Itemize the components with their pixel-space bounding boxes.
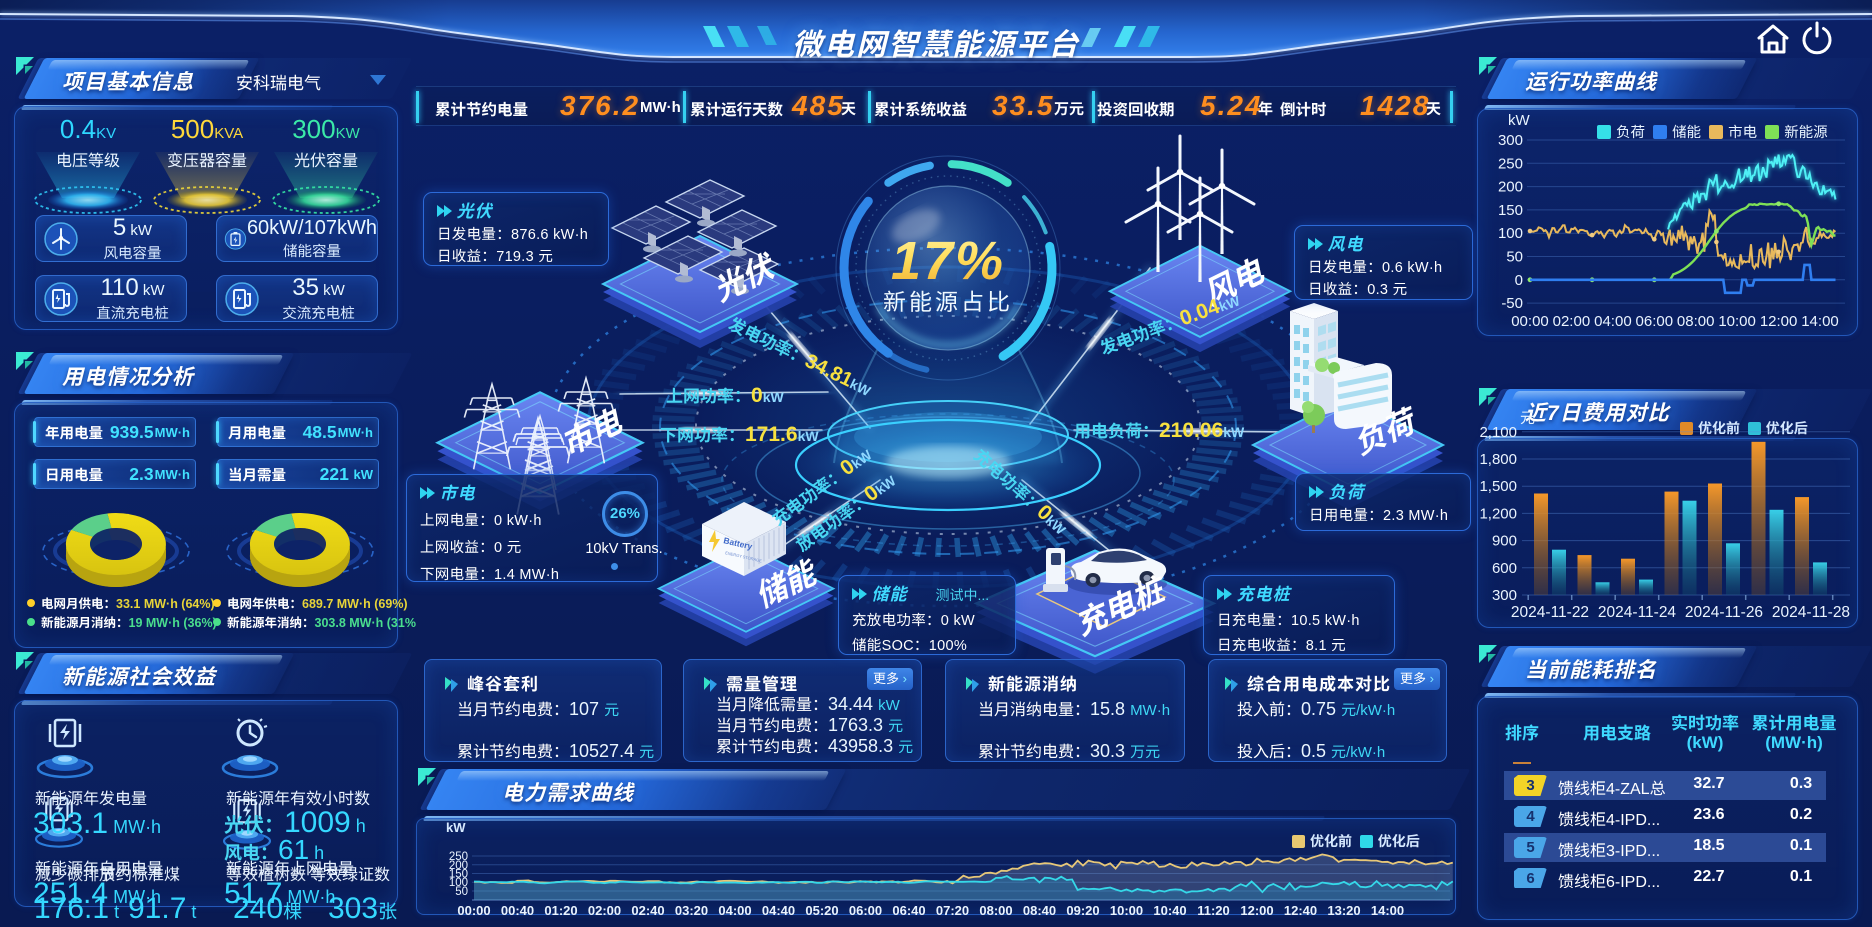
svg-text:100: 100 xyxy=(1498,225,1523,242)
svg-text:2024-11-26: 2024-11-26 xyxy=(1685,604,1763,621)
svg-text:08:40: 08:40 xyxy=(1023,903,1056,918)
svg-text:09:20: 09:20 xyxy=(1066,903,1099,918)
svg-text:13:20: 13:20 xyxy=(1327,903,1360,918)
svg-text:50: 50 xyxy=(455,886,468,898)
svg-text:200: 200 xyxy=(1498,179,1523,196)
svg-text:12:00: 12:00 xyxy=(1760,313,1798,330)
svg-text:04:40: 04:40 xyxy=(762,903,795,918)
svg-text:250: 250 xyxy=(449,851,468,863)
svg-text:04:00: 04:00 xyxy=(718,903,751,918)
svg-text:06:40: 06:40 xyxy=(892,903,925,918)
svg-text:05:20: 05:20 xyxy=(805,903,838,918)
svg-text:00:00: 00:00 xyxy=(1511,313,1549,330)
svg-text:2,100: 2,100 xyxy=(1479,424,1517,441)
svg-text:11:20: 11:20 xyxy=(1197,903,1230,918)
svg-text:02:00: 02:00 xyxy=(588,903,621,918)
svg-text:00:00: 00:00 xyxy=(457,903,490,918)
svg-text:10:40: 10:40 xyxy=(1153,903,1186,918)
svg-text:1,200: 1,200 xyxy=(1479,505,1517,522)
svg-text:新能源占比: 新能源占比 xyxy=(883,289,1013,315)
svg-text:10:00: 10:00 xyxy=(1718,313,1756,330)
svg-text:300: 300 xyxy=(1498,132,1523,149)
svg-text:08:00: 08:00 xyxy=(1677,313,1715,330)
svg-text:12:40: 12:40 xyxy=(1284,903,1317,918)
svg-text:17%: 17% xyxy=(891,231,1005,291)
svg-text:01:20: 01:20 xyxy=(544,903,577,918)
svg-text:02:40: 02:40 xyxy=(631,903,664,918)
svg-text:02:00: 02:00 xyxy=(1553,313,1591,330)
svg-text:00:40: 00:40 xyxy=(501,903,534,918)
svg-text:100: 100 xyxy=(449,877,468,889)
svg-text:200: 200 xyxy=(449,860,468,872)
svg-text:300: 300 xyxy=(1492,587,1517,604)
svg-text:06:00: 06:00 xyxy=(849,903,882,918)
svg-text:250: 250 xyxy=(1498,155,1523,172)
svg-text:2024-11-28: 2024-11-28 xyxy=(1772,604,1850,621)
svg-text:-50: -50 xyxy=(1501,295,1523,312)
svg-text:12:00: 12:00 xyxy=(1240,903,1273,918)
svg-text:03:20: 03:20 xyxy=(675,903,708,918)
svg-text:600: 600 xyxy=(1492,560,1517,577)
svg-text:2024-11-24: 2024-11-24 xyxy=(1598,604,1677,621)
svg-text:08:00: 08:00 xyxy=(979,903,1012,918)
svg-text:2024-11-22: 2024-11-22 xyxy=(1511,604,1589,621)
svg-text:1,800: 1,800 xyxy=(1479,451,1517,468)
svg-text:07:20: 07:20 xyxy=(936,903,969,918)
svg-text:50: 50 xyxy=(1506,249,1523,266)
svg-text:10:00: 10:00 xyxy=(1110,903,1143,918)
svg-text:150: 150 xyxy=(449,869,468,881)
svg-text:06:00: 06:00 xyxy=(1636,313,1674,330)
svg-text:1,500: 1,500 xyxy=(1479,478,1517,495)
svg-text:900: 900 xyxy=(1492,533,1517,550)
svg-text:14:00: 14:00 xyxy=(1371,903,1404,918)
svg-text:150: 150 xyxy=(1498,202,1523,219)
svg-text:04:00: 04:00 xyxy=(1594,313,1632,330)
svg-text:14:00: 14:00 xyxy=(1801,313,1839,330)
svg-text:0: 0 xyxy=(1515,272,1523,289)
